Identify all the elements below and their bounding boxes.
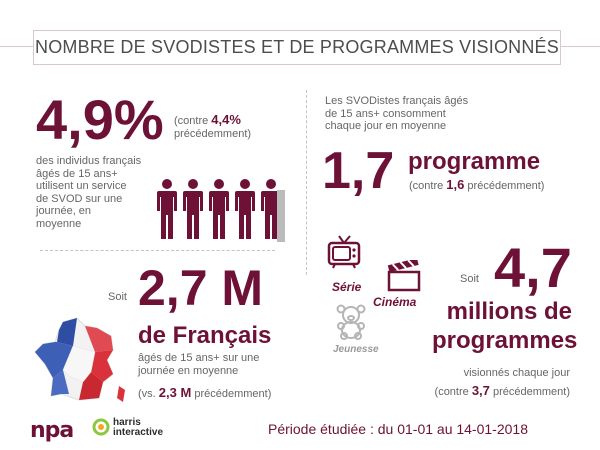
- people-count-description: âgés de 15 ans+ sur une journée en moyen…: [138, 352, 260, 377]
- svodists-percent-compare: (contre 4,4% précédemment): [174, 112, 252, 140]
- teddy-bear-icon: [334, 304, 368, 340]
- programs-total-prefix: Soit: [460, 273, 479, 285]
- person-icon: [183, 179, 203, 239]
- viewers-intro: Les SVODistes français âgés de 15 ans+ c…: [325, 95, 469, 132]
- people-prefix: Soit: [108, 291, 127, 303]
- programs-per-day-compare: (contre 1,6 précédemment): [409, 177, 545, 192]
- person-partial-icon: [261, 179, 281, 239]
- npa-logo: npa: [30, 418, 74, 443]
- svodists-description: des individus français âgés de 15 ans+ u…: [36, 155, 142, 230]
- title-box: NOMBRE DE SVODISTES ET DE PROGRAMMES VIS…: [33, 30, 561, 65]
- study-period: Période étudiée : du 01-01 au 14-01-2018: [268, 421, 528, 437]
- jeunesse-label: Jeunesse: [333, 344, 379, 355]
- people-count-previous: 2,3 M: [158, 385, 192, 400]
- people-count-value: 2,7 M: [138, 260, 264, 316]
- france-map-icon: [33, 316, 128, 406]
- people-count-compare: (vs. 2,3 M précédemment): [138, 385, 272, 400]
- programs-total-compare: (contre 3,7 précédemment): [434, 383, 570, 398]
- programs-total-value: 4,7: [494, 236, 572, 299]
- page-title: NOMBRE DE SVODISTES ET DE PROGRAMMES VIS…: [35, 37, 559, 57]
- serie-label: Série: [332, 280, 362, 294]
- programs-per-day-previous: 1,6: [446, 177, 465, 192]
- people-icon-group: [155, 178, 285, 242]
- svodists-percent: 4,9%: [36, 88, 164, 151]
- horizontal-divider: [40, 250, 275, 251]
- programs-total-description: visionnés chaque jour: [463, 367, 570, 379]
- person-icon: [235, 179, 255, 239]
- programs-per-day-value: 1,7: [322, 142, 395, 200]
- person-icon: [209, 179, 229, 239]
- harris-logo-text: harris interactive: [113, 417, 164, 438]
- harris-logo-icon: [92, 418, 110, 436]
- people-count-unit: de Français: [138, 322, 272, 349]
- cinema-label: Cinéma: [373, 295, 417, 309]
- programs-per-day-unit: programme: [408, 148, 541, 175]
- svodists-percent-previous: 4,4%: [211, 112, 241, 127]
- person-icon: [157, 179, 177, 239]
- title-rule-right: [560, 46, 600, 47]
- tv-icon: [326, 234, 362, 270]
- clapperboard-icon: [386, 258, 422, 292]
- title-rule-left: [0, 46, 33, 47]
- programs-total-unit: millions de programmes: [432, 298, 578, 354]
- vertical-divider: [306, 90, 307, 275]
- programs-total-previous: 3,7: [471, 383, 490, 398]
